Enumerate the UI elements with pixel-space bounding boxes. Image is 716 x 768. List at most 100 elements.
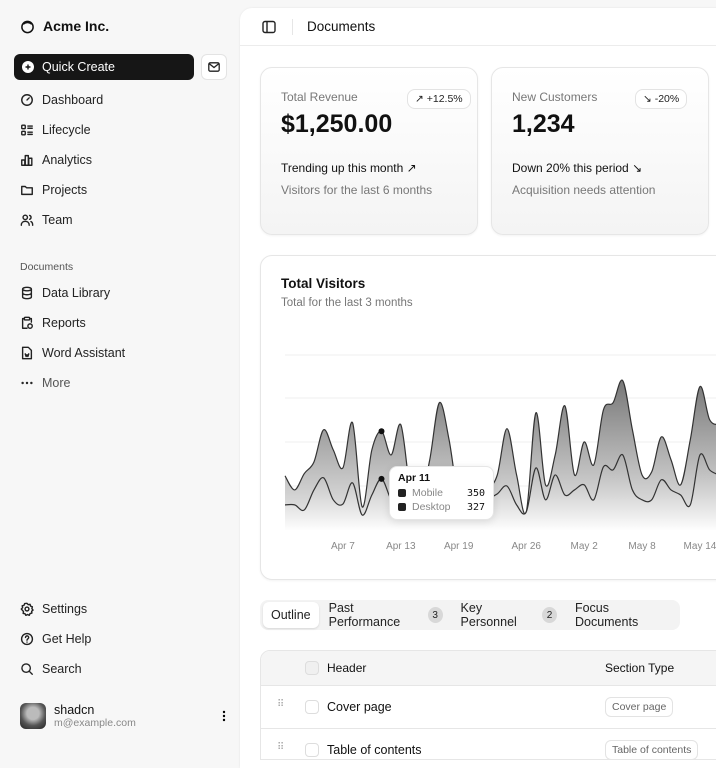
- settings-icon: [20, 602, 34, 616]
- drag-handle-icon[interactable]: ⠿: [277, 699, 285, 710]
- chart-bar-icon: [21, 154, 33, 166]
- tooltip-row-desktop: Desktop 327: [398, 501, 485, 513]
- file-word-icon: [21, 346, 33, 360]
- tab-focus-documents[interactable]: Focus Documents: [574, 601, 639, 629]
- section-type-badge: Cover page: [605, 697, 674, 717]
- active-dot-mobile: [378, 428, 385, 435]
- active-dot-desktop: [378, 475, 385, 482]
- stat-card-revenue: Total Revenue ↗ +12.5% $1,250.00 Trendin…: [260, 67, 478, 235]
- help-icon: [20, 632, 34, 646]
- brand[interactable]: Acme Inc.: [20, 18, 109, 34]
- tab-count-badge: 3: [427, 607, 443, 623]
- visitors-area-chart: Apr 7 Apr 13 Apr 19 Apr 26 May 2 May 8 May 14: [284, 354, 716, 552]
- stat-card-customers: New Customers ↘ -20% 1,234 Down 20% this…: [491, 67, 709, 235]
- card-subtext: Visitors for the last 6 months: [281, 183, 433, 197]
- brand-name: Acme Inc.: [43, 18, 110, 34]
- chart-title: Total Visitors: [281, 276, 366, 291]
- sidebar-item-reports[interactable]: Reports: [14, 309, 226, 337]
- row-checkbox[interactable]: [305, 743, 319, 757]
- chart-subtitle: Total for the last 3 months: [281, 297, 413, 309]
- sidebar-item-label: Get Help: [42, 632, 92, 646]
- tooltip-row-mobile: Mobile 350: [398, 487, 485, 499]
- sidebar-item-label: Team: [42, 213, 73, 227]
- report-icon: [21, 316, 33, 329]
- trending-up-icon: ↗: [406, 161, 417, 175]
- tab-count-badge: 2: [542, 607, 557, 623]
- sidebar-item-label: Reports: [42, 316, 86, 330]
- sidebar-item-team[interactable]: Team: [14, 206, 226, 234]
- database-icon: [21, 286, 33, 300]
- section-tabs: Outline Past Performance 3 Key Personnel 2…: [260, 600, 680, 630]
- x-tick-label: Apr 26: [512, 541, 542, 552]
- sidebar-item-word-assistant[interactable]: Word Assistant: [14, 339, 226, 367]
- plus-circle-icon: [22, 61, 34, 73]
- tab-past-performance[interactable]: Past Performance 3: [321, 595, 451, 635]
- sidebar-item-projects[interactable]: Projects: [14, 176, 226, 204]
- tab-key-personnel[interactable]: Key Personnel 2: [453, 595, 565, 635]
- sidebar-item-label: More: [42, 376, 71, 390]
- sidebar-item-label: Search: [42, 662, 82, 676]
- tab-outline[interactable]: Outline: [263, 602, 319, 628]
- more-vertical-icon[interactable]: [222, 710, 226, 722]
- list-details-icon: [21, 124, 33, 136]
- sidebar-item-get-help[interactable]: Get Help: [14, 625, 226, 653]
- card-label: Total Revenue: [281, 90, 358, 104]
- search-icon: [21, 663, 33, 675]
- trend-badge: ↗ +12.5%: [407, 89, 471, 109]
- sidebar-item-search[interactable]: Search: [14, 655, 226, 683]
- row-header: Cover page: [327, 700, 392, 714]
- column-header: Section Type: [605, 661, 675, 675]
- sidebar-item-lifecycle[interactable]: Lifecycle: [14, 116, 226, 144]
- x-tick-label: Apr 19: [444, 541, 474, 552]
- mail-icon: [208, 62, 220, 72]
- sidebar-item-label: Dashboard: [42, 93, 104, 107]
- user-menu[interactable]: shadcn m@example.com: [20, 702, 226, 730]
- sidebar-item-label: Data Library: [42, 286, 111, 300]
- gauge-icon: [21, 94, 33, 106]
- drag-handle-icon[interactable]: ⠿: [277, 742, 285, 753]
- x-tick-label: Apr 13: [386, 541, 416, 552]
- users-icon: [20, 214, 34, 226]
- sidebar-item-label: Projects: [42, 183, 88, 197]
- card-value: $1,250.00: [281, 110, 393, 138]
- tooltip-date: Apr 11: [398, 472, 431, 484]
- outline-table: Header Section Type ⠿ Cover page Cover p…: [260, 650, 716, 760]
- folder-icon: [21, 185, 33, 196]
- x-tick-label: Apr 7: [331, 541, 355, 552]
- x-tick-label: May 8: [628, 541, 656, 552]
- section-type-badge: Table of contents: [605, 740, 699, 759]
- sidebar-item-label: Settings: [42, 602, 88, 616]
- header: Documents: [240, 8, 716, 46]
- logo-icon: [21, 20, 34, 33]
- legend-swatch: [398, 489, 406, 497]
- sidebar-item-label: Analytics: [42, 153, 93, 167]
- quick-create-button[interactable]: Quick Create: [14, 54, 194, 80]
- table-row: ⠿ Table of contents Table of contents: [261, 730, 716, 759]
- trending-up-icon: ↗: [415, 93, 427, 105]
- inbox-button[interactable]: [201, 54, 227, 80]
- select-all-checkbox[interactable]: [305, 661, 319, 675]
- trend-badge: ↘ -20%: [635, 89, 688, 109]
- table-row: ⠿ Cover page Cover page: [261, 687, 716, 729]
- card-headline: Trending up this month ↗: [281, 161, 417, 175]
- documents-heading: Documents: [20, 261, 74, 273]
- chart-tooltip: Apr 11 Mobile 350 Desktop 327: [389, 466, 494, 520]
- x-tick-label: May 14: [684, 541, 716, 552]
- user-name: shadcn: [54, 702, 95, 717]
- sidebar-item-more[interactable]: More: [14, 369, 226, 397]
- sidebar-item-data-library[interactable]: Data Library: [14, 279, 226, 307]
- sidebar-item-dashboard[interactable]: Dashboard: [14, 86, 226, 114]
- card-headline: Down 20% this period ↘: [512, 161, 643, 175]
- sidebar-item-analytics[interactable]: Analytics: [14, 146, 226, 174]
- table-header-row: Header Section Type: [261, 651, 716, 686]
- sidebar-item-label: Lifecycle: [42, 123, 91, 137]
- sidebar-item-settings[interactable]: Settings: [14, 595, 226, 623]
- trending-down-icon: ↘: [632, 161, 643, 175]
- sidebar-item-label: Word Assistant: [42, 346, 126, 360]
- avatar: [20, 703, 46, 729]
- sidebar-toggle-icon[interactable]: [262, 20, 276, 34]
- row-checkbox[interactable]: [305, 700, 319, 714]
- user-email: m@example.com: [54, 717, 136, 730]
- row-header: Table of contents: [327, 743, 422, 757]
- trending-down-icon: ↘: [643, 93, 655, 105]
